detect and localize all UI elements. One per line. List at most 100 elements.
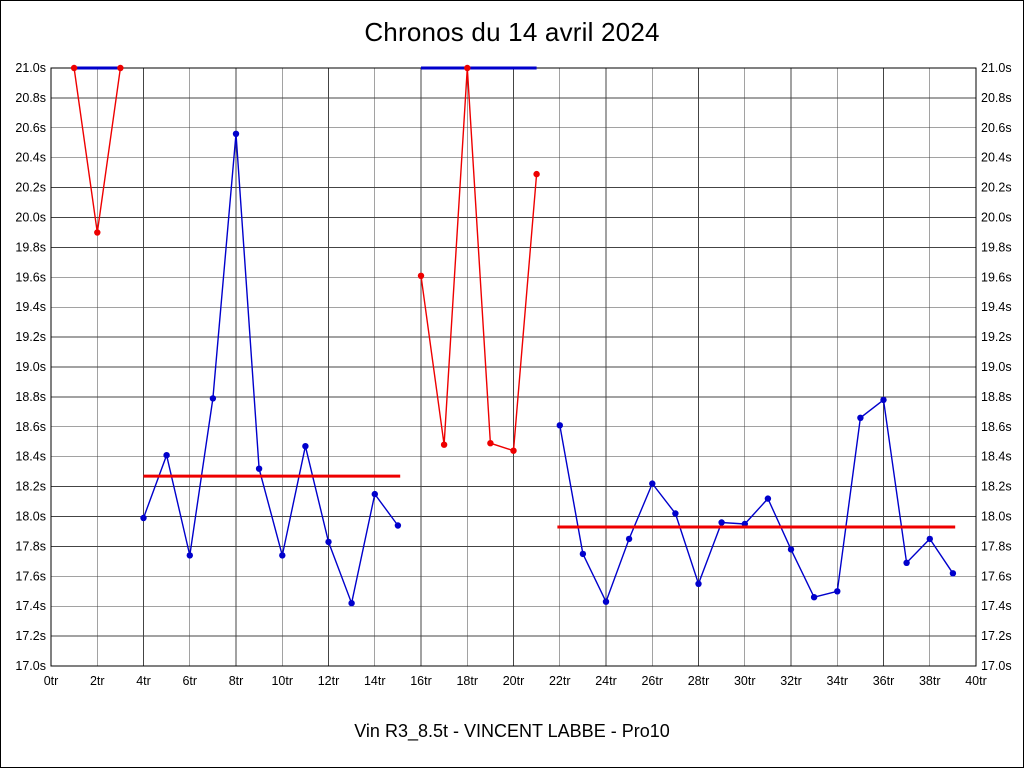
data-point-blue-stint-1 bbox=[371, 490, 378, 498]
data-point-red-out-laps-middle bbox=[417, 272, 425, 279]
y-tick-label-right: 19.4s bbox=[981, 300, 1012, 314]
data-point-red-out-laps-start bbox=[117, 64, 124, 72]
y-tick-label-left: 18.6s bbox=[15, 420, 46, 434]
data-point-red-out-laps-middle bbox=[440, 441, 448, 448]
y-tick-label-right: 19.0s bbox=[981, 360, 1012, 374]
data-point-blue-stint-1 bbox=[163, 452, 170, 459]
y-tick-label-right: 18.6s bbox=[981, 420, 1012, 434]
y-tick-label-left: 18.0s bbox=[15, 510, 46, 524]
x-tick-label: 32tr bbox=[780, 674, 802, 688]
data-point-blue-stint-1 bbox=[348, 600, 355, 607]
data-point-blue-stint-2 bbox=[787, 546, 795, 553]
x-tick-label: 12tr bbox=[318, 674, 340, 688]
y-tick-label-right: 18.2s bbox=[981, 480, 1012, 494]
y-tick-label-left: 19.4s bbox=[15, 300, 46, 314]
x-tick-label: 34tr bbox=[826, 674, 848, 688]
data-point-blue-stint-1 bbox=[232, 130, 240, 137]
x-tick-label: 20tr bbox=[503, 674, 525, 688]
x-tick-label: 18tr bbox=[456, 674, 478, 688]
y-tick-label-right: 20.2s bbox=[981, 181, 1012, 195]
x-tick-label: 30tr bbox=[734, 674, 756, 688]
data-point-blue-stint-1 bbox=[394, 522, 402, 529]
y-tick-label-left: 21.0s bbox=[15, 61, 46, 75]
data-point-blue-stint-2 bbox=[672, 510, 679, 517]
y-tick-label-left: 20.4s bbox=[15, 151, 46, 165]
x-tick-label: 22tr bbox=[549, 674, 571, 688]
series-blue-stint-2 bbox=[559, 398, 954, 604]
x-tick-label: 40tr bbox=[965, 674, 987, 688]
data-point-blue-stint-1 bbox=[209, 395, 217, 402]
data-point-blue-stint-2 bbox=[949, 570, 957, 577]
y-tick-label-left: 18.4s bbox=[15, 450, 46, 464]
data-point-red-out-laps-middle bbox=[464, 64, 471, 72]
y-tick-label-left: 17.6s bbox=[15, 569, 46, 583]
data-point-blue-stint-2 bbox=[556, 422, 563, 429]
data-point-red-out-laps-middle bbox=[487, 440, 494, 447]
data-point-blue-stint-2 bbox=[579, 550, 587, 558]
x-tick-label: 28tr bbox=[688, 674, 710, 688]
x-tick-label: 36tr bbox=[873, 674, 895, 688]
y-tick-label-right: 17.6s bbox=[981, 569, 1012, 583]
y-tick-label-right: 19.2s bbox=[981, 330, 1012, 344]
data-point-red-out-laps-start bbox=[94, 229, 101, 236]
x-tick-label: 0tr bbox=[44, 674, 59, 688]
data-point-blue-stint-2 bbox=[810, 594, 818, 601]
y-tick-label-right: 17.2s bbox=[981, 629, 1012, 643]
data-point-blue-stint-2 bbox=[602, 598, 610, 605]
x-tick-label: 24tr bbox=[595, 674, 617, 688]
x-tick-label: 38tr bbox=[919, 674, 941, 688]
data-point-blue-stint-2 bbox=[880, 396, 887, 404]
data-point-blue-stint-1 bbox=[140, 514, 147, 522]
data-point-red-out-laps-start bbox=[70, 64, 78, 72]
y-tick-label-left: 17.2s bbox=[15, 629, 46, 643]
data-point-blue-stint-2 bbox=[718, 519, 725, 526]
y-tick-label-right: 18.4s bbox=[981, 450, 1012, 464]
x-tick-label: 10tr bbox=[271, 674, 293, 688]
y-tick-label-right: 19.8s bbox=[981, 240, 1012, 254]
x-tick-label: 4tr bbox=[136, 674, 151, 688]
chart-subtitle: Vin R3_8.5t - VINCENT LABBE - Pro10 bbox=[354, 721, 670, 741]
data-point-blue-stint-1 bbox=[255, 465, 263, 472]
y-tick-label-right: 20.0s bbox=[981, 211, 1012, 225]
y-tick-label-right: 18.8s bbox=[981, 390, 1012, 404]
data-point-blue-stint-1 bbox=[279, 552, 286, 559]
x-tick-label: 16tr bbox=[410, 674, 432, 688]
data-point-blue-stint-2 bbox=[903, 559, 910, 566]
data-point-blue-stint-2 bbox=[857, 414, 864, 421]
y-tick-label-right: 19.6s bbox=[981, 270, 1012, 284]
y-tick-label-right: 17.8s bbox=[981, 539, 1012, 553]
y-tick-label-right: 17.0s bbox=[981, 659, 1012, 673]
y-tick-label-left: 19.0s bbox=[15, 360, 46, 374]
data-point-blue-stint-1 bbox=[186, 552, 193, 559]
y-tick-label-left: 17.8s bbox=[15, 539, 46, 553]
series-blue-stint-1 bbox=[142, 133, 399, 606]
x-tick-label: 26tr bbox=[641, 674, 663, 688]
x-tick-label: 14tr bbox=[364, 674, 386, 688]
x-tick-label: 6tr bbox=[182, 674, 197, 688]
data-point-blue-stint-2 bbox=[695, 580, 702, 587]
y-tick-label-right: 20.6s bbox=[981, 121, 1012, 135]
y-tick-label-right: 20.4s bbox=[981, 151, 1012, 165]
y-tick-label-left: 20.0s bbox=[15, 211, 46, 225]
y-tick-label-left: 18.8s bbox=[15, 390, 46, 404]
y-tick-label-left: 19.2s bbox=[15, 330, 46, 344]
data-point-blue-stint-2 bbox=[926, 535, 933, 543]
y-tick-label-left: 20.8s bbox=[15, 91, 46, 105]
y-tick-label-right: 18.0s bbox=[981, 510, 1012, 524]
y-tick-label-left: 18.2s bbox=[15, 480, 46, 494]
y-tick-label-left: 17.4s bbox=[15, 599, 46, 613]
x-tick-label: 2tr bbox=[90, 674, 105, 688]
x-tick-label: 8tr bbox=[229, 674, 244, 688]
chart-title: Chronos du 14 avril 2024 bbox=[364, 17, 660, 47]
y-tick-label-left: 20.6s bbox=[15, 121, 46, 135]
y-tick-label-left: 20.2s bbox=[15, 181, 46, 195]
y-tick-label-right: 20.8s bbox=[981, 91, 1012, 105]
data-point-blue-stint-2 bbox=[834, 588, 841, 595]
data-point-blue-stint-1 bbox=[325, 538, 332, 546]
data-point-red-out-laps-middle bbox=[510, 447, 517, 454]
y-tick-label-left: 19.6s bbox=[15, 270, 46, 284]
y-tick-label-left: 19.8s bbox=[15, 240, 46, 254]
series-red-out-laps-middle bbox=[420, 67, 538, 452]
